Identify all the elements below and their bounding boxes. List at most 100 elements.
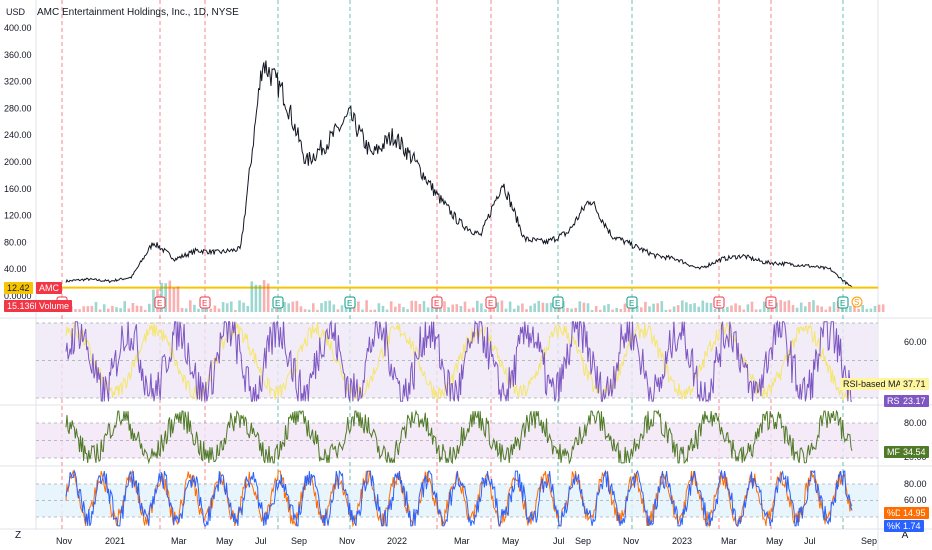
volume-bar xyxy=(184,308,188,312)
volume-bar xyxy=(111,305,114,312)
price-axis-tick: 400.00 xyxy=(4,23,32,33)
x-axis-tick: Jul xyxy=(804,536,816,546)
event-marker-label: E xyxy=(555,299,560,308)
volume-bar xyxy=(594,305,598,312)
volume-bar xyxy=(131,302,135,312)
volume-bar xyxy=(750,301,754,312)
volume-bar xyxy=(738,305,741,312)
volume-bar xyxy=(295,300,299,312)
volume-bar xyxy=(775,302,778,312)
k-badge-value: 1.74 xyxy=(900,520,924,532)
event-marker xyxy=(154,296,166,309)
volume-bar xyxy=(262,280,266,312)
volume-bar xyxy=(217,308,221,312)
event-marker xyxy=(199,296,211,309)
volume-bar xyxy=(549,302,553,312)
x-axis-tick: Sep xyxy=(291,536,307,546)
volume-bar xyxy=(344,304,348,312)
volume-bar xyxy=(369,309,372,312)
volume-bar xyxy=(869,308,873,312)
volume-bar xyxy=(189,300,192,312)
volume-bar xyxy=(332,304,336,312)
volume-bar xyxy=(148,303,151,312)
volume-bar xyxy=(701,300,705,312)
rsi-rsi-line xyxy=(65,319,852,403)
split-marker xyxy=(851,296,863,308)
volume-bar xyxy=(590,309,594,312)
volume-bar xyxy=(430,306,434,312)
volume-bar xyxy=(717,305,721,312)
event-marker xyxy=(552,296,564,309)
volume-bar xyxy=(758,309,762,312)
volume-bar xyxy=(340,305,344,312)
volume-bar xyxy=(566,307,569,312)
volume-bar xyxy=(676,305,680,312)
rsi-axis-tick: 60.00 xyxy=(904,337,927,347)
event-marker xyxy=(344,296,356,309)
auto-scale-button[interactable]: A xyxy=(901,530,909,541)
volume-bar xyxy=(82,306,85,312)
volume-bar xyxy=(578,301,582,312)
mf-mf-line xyxy=(65,409,853,465)
price-axis-tick: 240.00 xyxy=(4,130,32,140)
volume-bar xyxy=(398,303,401,312)
price-axis-tick: 120.00 xyxy=(4,211,32,221)
volume-bar xyxy=(574,307,577,312)
stoch-d-line xyxy=(65,469,853,528)
volume-badge-label: Volume xyxy=(36,300,73,312)
volume-bar xyxy=(287,303,290,312)
rsi-badge-value: 23.17 xyxy=(900,395,929,407)
mf-badge-label: MF xyxy=(884,446,903,458)
volume-bar xyxy=(275,308,278,312)
volume-bar xyxy=(168,280,172,312)
volume-bar xyxy=(467,308,471,312)
volume-bar xyxy=(779,300,782,312)
volume-bar xyxy=(492,305,495,312)
event-marker-label: E xyxy=(488,299,493,308)
volume-bar xyxy=(697,306,700,312)
volume-bar xyxy=(742,309,746,312)
volume-bar xyxy=(791,305,795,312)
volume-bar xyxy=(102,304,106,312)
volume-badge-value: 15.136M xyxy=(4,300,46,312)
x-axis-tick: Mar xyxy=(454,536,470,546)
volume-bar xyxy=(726,306,729,312)
split-marker-label: S xyxy=(854,298,859,307)
volume-bar xyxy=(545,303,549,312)
volume-bar xyxy=(324,301,327,312)
price-badge-value: 12.42 xyxy=(4,282,33,294)
volume-bar xyxy=(537,300,541,312)
volume-bar xyxy=(271,308,274,312)
volume-bar xyxy=(525,309,528,312)
volume-bar xyxy=(357,301,360,312)
x-axis-tick: Sep xyxy=(575,536,591,546)
volume-bar xyxy=(812,300,815,312)
x-axis-tick: Sep xyxy=(861,536,877,546)
volume-bar xyxy=(517,305,520,312)
x-axis-tick: May xyxy=(766,536,784,546)
event-marker-label: E xyxy=(157,299,162,308)
price-axis-tick: 320.00 xyxy=(4,77,32,87)
volume-bar xyxy=(652,303,655,312)
price-axis-tick: 0.0000 xyxy=(4,291,32,301)
volume-bar xyxy=(820,306,823,312)
volume-bar xyxy=(238,300,241,312)
x-axis-tick: Nov xyxy=(339,536,356,546)
volume-bar xyxy=(90,306,94,312)
price-badge-symbol: AMC xyxy=(36,282,62,294)
log-scale-button[interactable]: Z xyxy=(14,530,22,541)
volume-bar xyxy=(480,303,483,312)
volume-bar xyxy=(139,306,143,312)
volume-bar xyxy=(713,309,717,312)
volume-bar xyxy=(668,309,672,312)
x-axis-tick: Mar xyxy=(721,536,737,546)
volume-bar xyxy=(504,308,508,312)
x-axis-tick: 2023 xyxy=(672,536,692,546)
volume-bar xyxy=(394,306,397,312)
volume-bar xyxy=(283,301,286,312)
volume-bar xyxy=(94,301,98,312)
volume-bar xyxy=(705,302,709,312)
volume-bar xyxy=(447,307,450,312)
volume-bar xyxy=(845,307,848,312)
volume-bar xyxy=(176,286,180,312)
